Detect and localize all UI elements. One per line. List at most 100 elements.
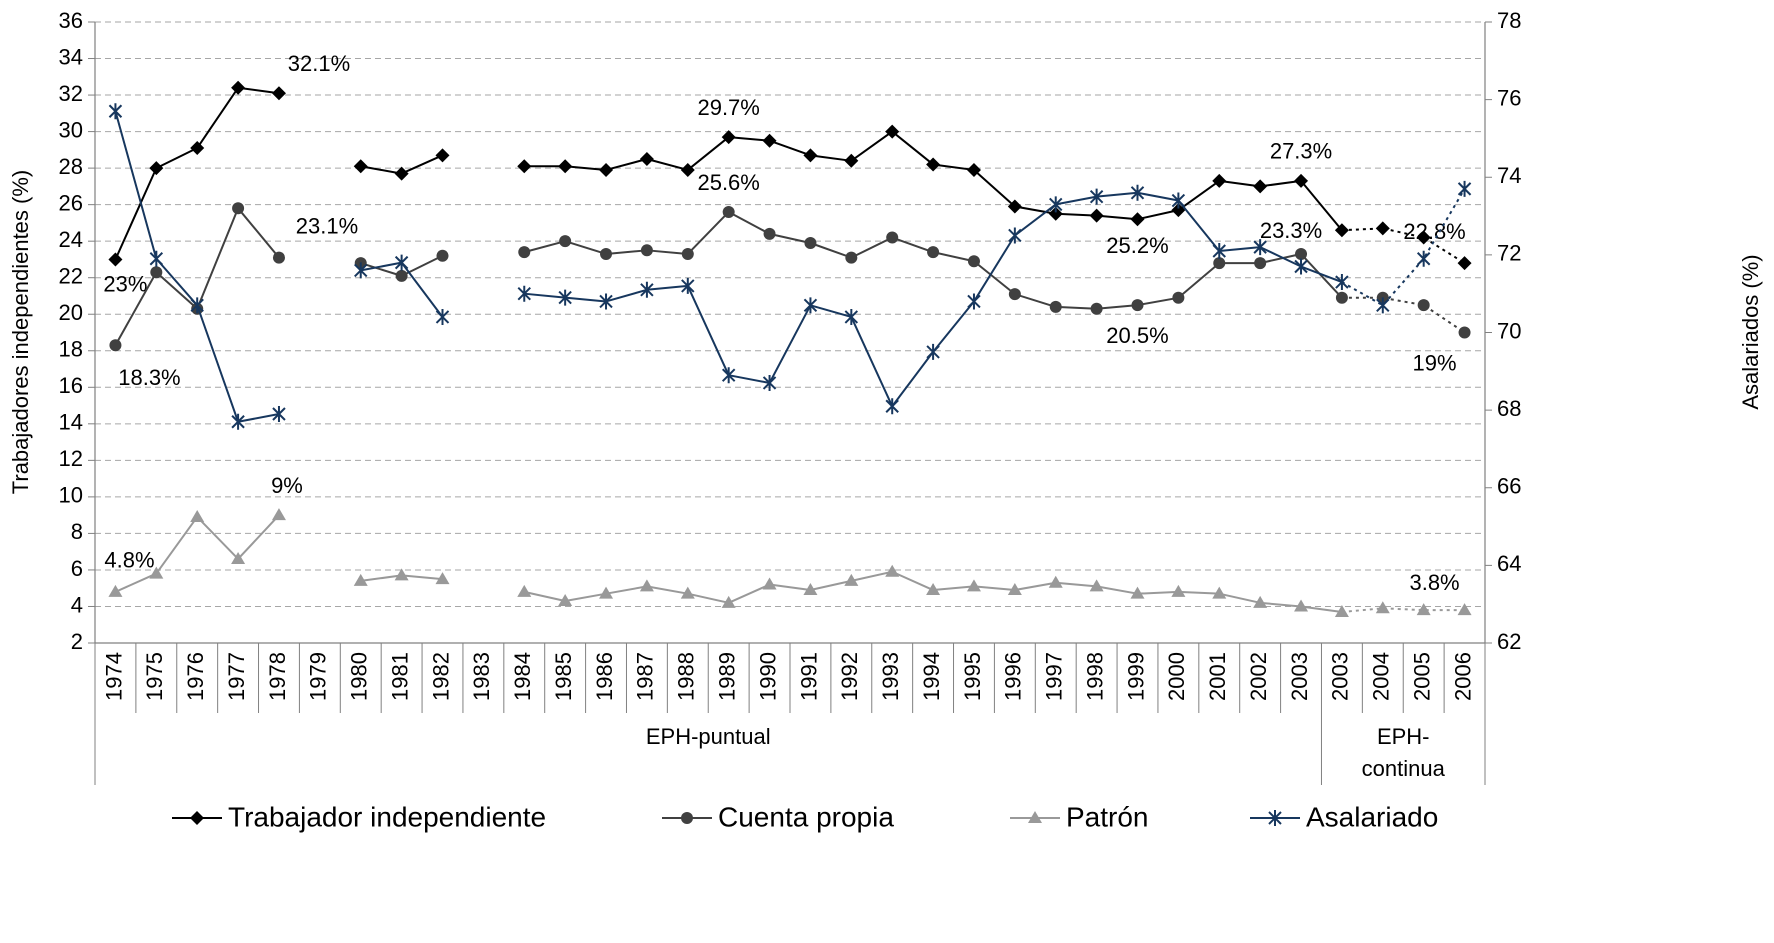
data-point [1375,601,1390,614]
x-tick-label: 2002 [1246,652,1271,701]
x-tick-label: 1984 [510,652,535,701]
x-tick-label: 1977 [224,652,249,701]
data-point [926,343,940,360]
data-point [1212,586,1227,599]
y-tick-label: 12 [59,446,83,471]
data-point [927,246,940,259]
y-tick-label: 4 [71,592,83,617]
data-point [1171,203,1186,218]
data-label: 29.7% [697,95,759,120]
x-tick-label: 1994 [919,652,944,701]
data-point [517,285,531,302]
data-point [1335,274,1349,291]
data-point [1089,188,1104,205]
data-point [271,86,286,101]
y-tick-label: 18 [59,337,83,362]
x-tick-label: 1995 [960,652,985,701]
x-tick-label: 1980 [347,652,372,701]
data-point [395,269,408,282]
data-point [844,573,859,586]
data-point [885,124,900,139]
y-tick-label: 16 [59,373,83,398]
y-tick-label: 24 [59,227,83,252]
y-tick-label: 8 [71,519,83,544]
data-label: 9% [271,473,303,498]
data-point [721,130,736,145]
series-line [114,86,280,260]
y-tick-label: 36 [59,8,83,33]
data-point [558,159,573,174]
data-point [517,584,532,597]
data-point [762,374,777,391]
data-point [680,586,695,599]
y2-tick-label: 62 [1497,629,1521,654]
y-axis-title: Trabajadores independientes (%) [8,170,33,495]
data-point [885,398,899,415]
data-point [1376,297,1390,314]
data-point [762,577,777,590]
data-point [1090,302,1103,315]
x-tick-label: 1978 [265,652,290,701]
legend-label: Patrón [1066,801,1149,832]
data-point [1048,206,1063,221]
data-label: 23.3% [1260,218,1322,243]
y2-tick-label: 72 [1497,241,1521,266]
y2-axis-title: Asalariados (%) [1738,254,1763,409]
x-tick-label: 2001 [1205,652,1230,701]
legend-marker [1028,811,1042,823]
data-point [926,157,941,172]
data-point [272,251,285,264]
data-point [803,297,818,314]
data-point [885,564,900,577]
data-point [844,153,859,168]
data-point [1375,221,1390,236]
y-tick-label: 6 [71,556,83,581]
legend-marker [190,811,204,825]
data-point [436,249,449,262]
data-point [681,277,695,294]
data-point [1049,300,1062,313]
x-tick-label: 1993 [878,652,903,701]
data-point [558,289,572,306]
x-tick-label: 2004 [1369,652,1394,701]
y2-tick-label: 76 [1497,85,1521,110]
data-point [640,281,654,298]
data-point [558,593,573,606]
data-point [435,572,450,585]
x-tick-label: 1989 [714,652,739,701]
y-tick-label: 14 [59,410,83,435]
x-tick-label: 1998 [1082,652,1107,701]
x-tick-label: 1990 [755,652,780,701]
data-point [599,586,614,599]
data-point [353,573,368,586]
x-tick-label: 1982 [428,652,453,701]
data-point [394,166,409,181]
data-point [1253,239,1267,256]
legend-marker [681,812,693,824]
y-tick-label: 26 [59,190,83,215]
data-point [722,205,735,218]
data-point [1294,599,1309,612]
data-point [1048,575,1063,588]
series-line [1341,227,1466,264]
data-point [150,266,163,279]
data-point [1049,196,1063,213]
data-point [803,583,818,596]
data-label: 19% [1413,350,1457,375]
data-point [1253,179,1268,194]
series-line [1341,607,1465,613]
data-point [1007,199,1022,214]
data-point [1458,326,1471,339]
data-point [1295,247,1308,260]
y2-tick-label: 68 [1497,396,1521,421]
data-point [804,237,817,250]
data-point [844,308,859,325]
y-tick-label: 30 [59,117,83,142]
y-tick-label: 20 [59,300,83,325]
x-tick-label: 1988 [674,652,699,701]
data-point [845,251,858,264]
data-point [599,162,614,177]
y2-tick-label: 78 [1497,8,1521,33]
x-tick-label: 1983 [469,652,494,701]
